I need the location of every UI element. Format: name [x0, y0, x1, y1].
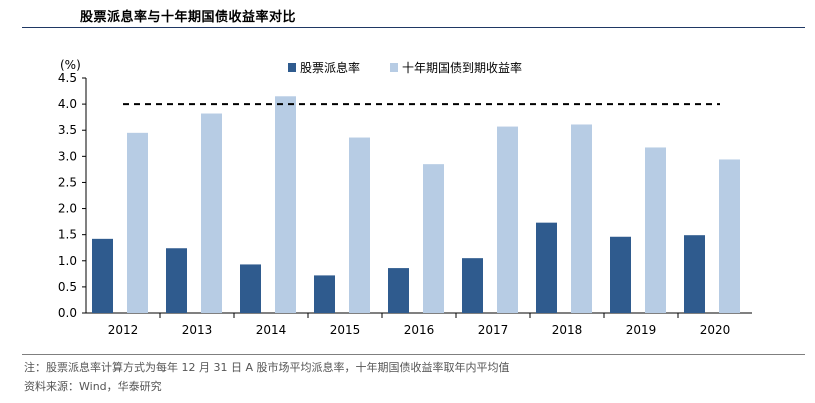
dividend-bar: [240, 264, 261, 313]
y-tick-label: 2.0: [58, 202, 77, 216]
y-tick-label: 1.5: [58, 228, 77, 242]
bond-yield-bar: [645, 147, 666, 313]
legend-bond-yield-label: 十年期国债到期收益率: [402, 60, 522, 75]
chart-bars: [92, 96, 740, 314]
footnote-rule: [22, 354, 805, 355]
dividend-bar: [166, 248, 187, 313]
y-tick-label: 3.5: [58, 123, 77, 137]
y-tick-label: 4.0: [58, 97, 77, 111]
x-tick-label: 2015: [330, 323, 361, 337]
x-tick-label: 2017: [478, 323, 509, 337]
x-tick-label: 2018: [552, 323, 583, 337]
title-rule: [22, 27, 805, 28]
dividend-bar: [684, 235, 705, 313]
bond-yield-bar: [423, 164, 444, 313]
dividend-bar: [536, 222, 557, 313]
x-tick-label: 2016: [404, 323, 435, 337]
dividend-bar: [462, 258, 483, 313]
y-tick-label: 0.5: [58, 280, 77, 294]
bar-chart: 0.0 0.5 1.0 1.5 2.0 2.5 3.0 3.5 4.0 4.5(%) 2012 201…: [58, 58, 752, 337]
dividend-bar: [388, 268, 409, 313]
bond-yield-bar: [127, 132, 148, 313]
dividend-bar: [92, 238, 113, 313]
bond-yield-bar: [275, 96, 296, 314]
x-tick-label: 2013: [182, 323, 213, 337]
x-tick-label: 2020: [700, 323, 731, 337]
source-note: 资料来源：Wind，华泰研究: [24, 380, 162, 393]
y-tick-label: 2.5: [58, 175, 77, 189]
dividend-bar: [610, 236, 631, 313]
y-tick-label: 0.0: [58, 306, 77, 320]
x-tick-label: 2014: [256, 323, 287, 337]
chart-title: 股票派息率与十年期国债收益率对比: [80, 10, 297, 25]
bond-yield-bar: [349, 137, 370, 313]
footnote: 注：股票派息率计算方式为每年 12 月 31 日 A 股市场平均派息率，十年期国…: [24, 361, 510, 374]
legend-dividend-swatch: [288, 63, 296, 72]
bond-yield-bar: [719, 159, 740, 313]
bond-yield-bar: [497, 126, 518, 313]
legend-bond-yield-swatch: [390, 63, 398, 72]
chart-legend: 股票派息率 十年期国债到期收益率: [288, 60, 522, 75]
y-unit-label: (%): [60, 58, 81, 72]
chart-axes: 0.0 0.5 1.0 1.5 2.0 2.5 3.0 3.5 4.0 4.5(%) 2012 201…: [58, 58, 752, 337]
bond-yield-bar: [201, 113, 222, 313]
y-tick-label: 4.5: [58, 71, 77, 85]
y-tick-label: 3.0: [58, 149, 77, 163]
y-tick-label: 1.0: [58, 254, 77, 268]
bond-yield-bar: [571, 124, 592, 313]
legend-dividend-label: 股票派息率: [300, 60, 360, 75]
dividend-bar: [314, 275, 335, 313]
x-tick-label: 2019: [626, 323, 657, 337]
x-tick-label: 2012: [108, 323, 139, 337]
